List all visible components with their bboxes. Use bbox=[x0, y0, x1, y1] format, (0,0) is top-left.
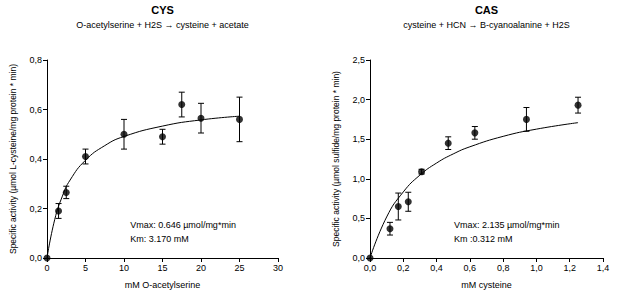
svg-text:cysteine + HCN → B-cyanoalanin: cysteine + HCN → B-cyanoalanine + H2S bbox=[403, 20, 570, 30]
svg-text:0,4: 0,4 bbox=[29, 154, 42, 164]
svg-text:0,8: 0,8 bbox=[29, 55, 42, 65]
svg-text:mM O-acetylserine: mM O-acetylserine bbox=[125, 280, 201, 290]
svg-text:Specific activity (µmol sulfid: Specific activity (µmol sulfide/mg prote… bbox=[331, 71, 341, 247]
svg-text:Specific activity (µmol L-cyst: Specific activity (µmol L-cysteine/mg pr… bbox=[8, 64, 18, 254]
svg-text:0,0: 0,0 bbox=[352, 253, 365, 263]
svg-text:mM cysteine: mM cysteine bbox=[461, 280, 512, 290]
svg-text:30: 30 bbox=[273, 263, 283, 273]
svg-text:0,6: 0,6 bbox=[29, 105, 42, 115]
svg-text:Km: 3.170 mM: Km: 3.170 mM bbox=[130, 234, 189, 244]
svg-text:10: 10 bbox=[119, 263, 129, 273]
svg-text:1,4: 1,4 bbox=[597, 263, 610, 273]
svg-text:0,6: 0,6 bbox=[464, 263, 477, 273]
svg-text:20: 20 bbox=[196, 263, 206, 273]
svg-text:0,8: 0,8 bbox=[497, 263, 510, 273]
svg-text:2,5: 2,5 bbox=[352, 55, 365, 65]
svg-text:CAS: CAS bbox=[475, 4, 498, 16]
svg-text:1,0: 1,0 bbox=[530, 263, 543, 273]
svg-text:0,2: 0,2 bbox=[397, 263, 410, 273]
svg-text:1,5: 1,5 bbox=[352, 134, 365, 144]
svg-text:Km :0.312 mM: Km :0.312 mM bbox=[454, 234, 513, 244]
svg-text:1,0: 1,0 bbox=[352, 174, 365, 184]
svg-text:15: 15 bbox=[157, 263, 167, 273]
svg-text:0,4: 0,4 bbox=[430, 263, 443, 273]
svg-text:CYS: CYS bbox=[151, 4, 174, 16]
svg-text:0: 0 bbox=[44, 263, 49, 273]
svg-text:25: 25 bbox=[234, 263, 244, 273]
svg-text:5: 5 bbox=[83, 263, 88, 273]
svg-text:0,0: 0,0 bbox=[29, 253, 42, 263]
svg-text:0,0: 0,0 bbox=[364, 263, 377, 273]
svg-text:O-acetylserine + H2S → cystein: O-acetylserine + H2S → cysteine + acetat… bbox=[76, 20, 249, 30]
svg-text:2,0: 2,0 bbox=[352, 95, 365, 105]
svg-text:1,2: 1,2 bbox=[563, 263, 576, 273]
svg-text:Vmax: 0.646 µmol/mg*min: Vmax: 0.646 µmol/mg*min bbox=[130, 220, 236, 230]
svg-text:Vmax: 2.135 µmol/mg*min: Vmax: 2.135 µmol/mg*min bbox=[454, 220, 560, 230]
svg-text:0,5: 0,5 bbox=[352, 213, 365, 223]
svg-text:0,2: 0,2 bbox=[29, 204, 42, 214]
